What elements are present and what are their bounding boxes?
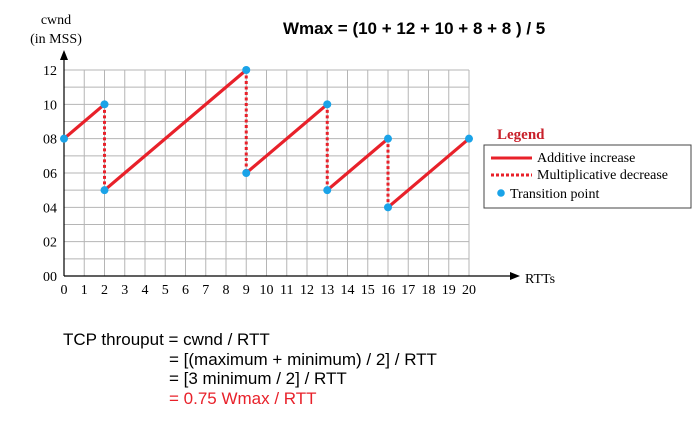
y-tick-label: 04 <box>43 201 57 216</box>
x-tick-label: 2 <box>101 283 108 298</box>
additive-increase-segment <box>62 102 107 141</box>
y-axis-label-line2: (in MSS) <box>30 32 82 47</box>
formula-line-2: = [(maximum + minimum) / 2] / RTT <box>169 349 437 369</box>
transition-point <box>242 169 251 177</box>
x-tick-label: 9 <box>243 283 250 298</box>
y-tick-label: 06 <box>43 167 57 182</box>
legend: Legend Additive increase Multiplicative … <box>483 127 692 209</box>
x-tick-label: 17 <box>401 283 415 298</box>
x-tick-label: 5 <box>162 283 169 298</box>
y-axis-label-line1: cwnd <box>41 13 71 28</box>
x-tick-label: 4 <box>142 283 149 298</box>
formula-line-3: = [3 minimum / 2] / RTT <box>169 369 347 388</box>
x-tick-label: 18 <box>422 283 436 298</box>
x-axis-arrow <box>510 272 520 280</box>
y-axis-arrow <box>60 50 68 60</box>
transition-point <box>384 134 392 143</box>
transition-point <box>100 100 109 109</box>
x-tick-labels: 0 1 2 3 4 5 6 7 8 9 10 11 12 13 14 15 16 17 18 19 20 <box>61 283 477 298</box>
x-tick-label: 1 <box>81 283 88 298</box>
transition-point <box>465 134 473 143</box>
y-tick-label: 12 <box>43 64 57 79</box>
legend-decrease-label: Multiplicative decrease <box>537 168 668 183</box>
additive-increase-segment <box>244 102 329 175</box>
legend-point-swatch <box>497 189 505 197</box>
x-tick-label: 7 <box>202 283 209 298</box>
multiplicative-decrease-lines <box>103 70 390 208</box>
legend-title: Legend <box>497 127 545 143</box>
legend-box <box>483 144 692 209</box>
transition-point <box>384 203 392 212</box>
x-tick-label: 3 <box>121 283 128 298</box>
throughput-formula: TCP throuput = cwnd / RTT = [(maximum + … <box>63 330 437 408</box>
y-tick-label: 02 <box>43 236 57 251</box>
transition-point <box>242 66 251 74</box>
x-tick-label: 15 <box>361 283 375 298</box>
x-tick-label: 13 <box>320 283 334 298</box>
x-tick-label: 6 <box>182 283 189 298</box>
x-axis-label: RTTs <box>525 272 555 287</box>
x-tick-label: 8 <box>223 283 230 298</box>
formula-line-4: = 0.75 Wmax / RTT <box>169 388 317 408</box>
chart-grid <box>64 69 470 276</box>
transition-point <box>60 134 68 143</box>
legend-point-label: Transition point <box>510 187 599 202</box>
x-tick-label: 20 <box>462 283 476 298</box>
x-tick-label: 0 <box>61 283 68 298</box>
x-tick-label: 12 <box>300 283 314 298</box>
y-tick-label: 00 <box>43 270 57 285</box>
x-tick-label: 14 <box>341 283 355 298</box>
additive-increase-segment <box>386 137 471 209</box>
x-tick-label: 16 <box>381 283 395 298</box>
transition-point <box>100 186 109 195</box>
y-tick-label: 08 <box>43 133 57 148</box>
additive-increase-lines <box>62 68 471 209</box>
transition-point <box>323 100 332 109</box>
y-tick-label: 10 <box>43 98 57 113</box>
transition-point <box>323 186 332 195</box>
y-tick-labels: 00 02 04 06 08 10 12 <box>43 64 57 285</box>
x-tick-label: 19 <box>442 283 456 298</box>
legend-additive-label: Additive increase <box>537 151 635 166</box>
x-tick-label: 11 <box>280 283 293 298</box>
transition-points <box>60 66 473 212</box>
chart-axes <box>60 50 520 280</box>
additive-increase-segment <box>325 137 390 192</box>
wmax-formula: Wmax = (10 + 12 + 10 + 8 + 8 ) / 5 <box>283 19 546 38</box>
x-tick-label: 10 <box>260 283 274 298</box>
formula-line-1: TCP throuput = cwnd / RTT <box>63 330 270 349</box>
additive-increase-segment <box>102 68 248 192</box>
